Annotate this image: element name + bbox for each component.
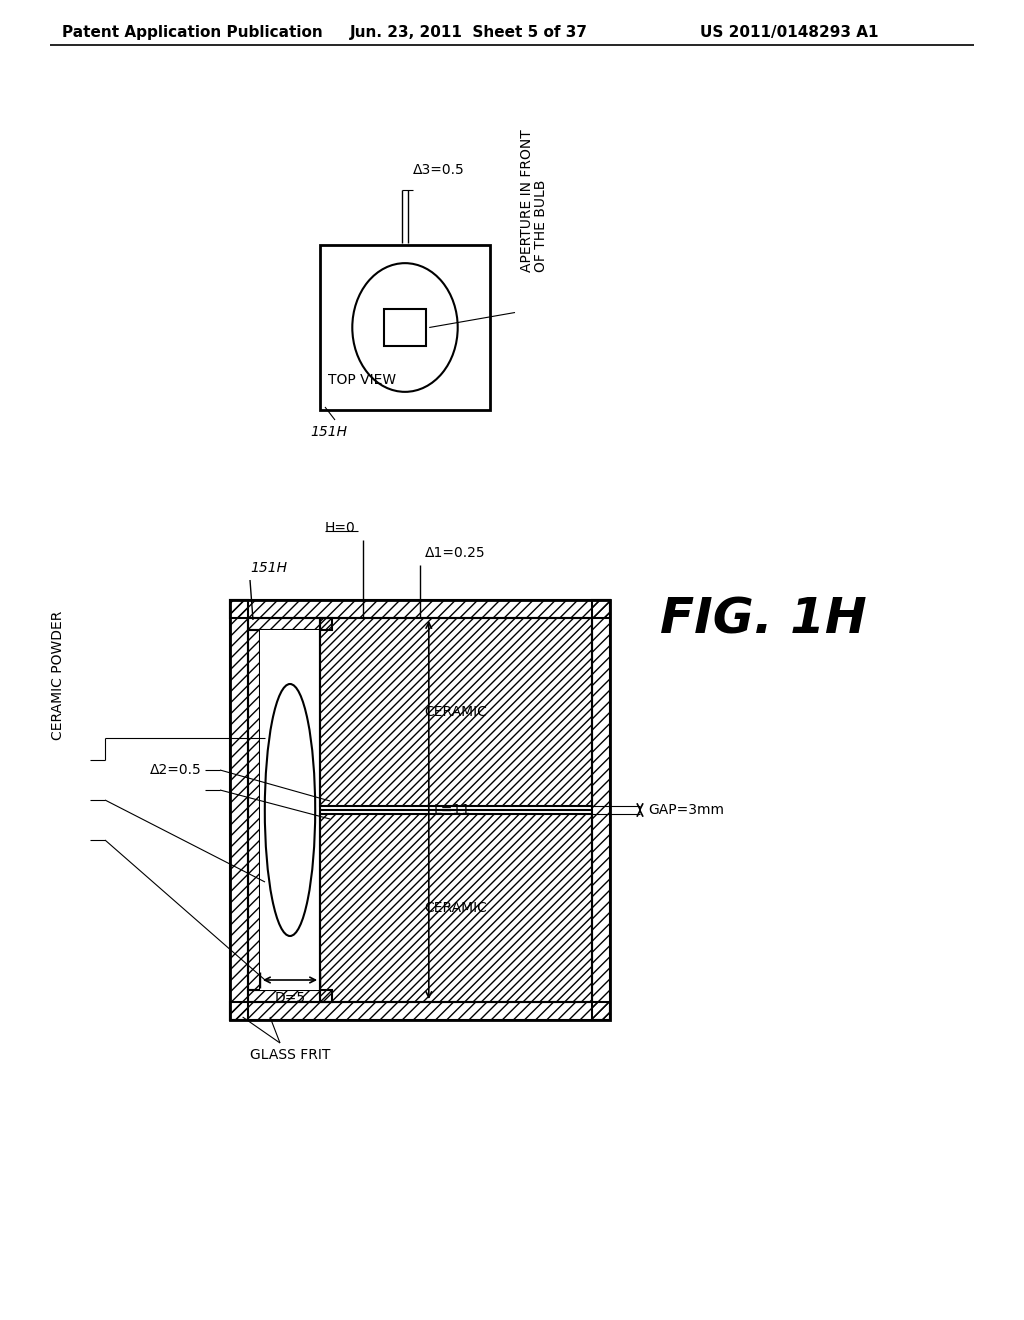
Text: 151H: 151H (310, 425, 347, 440)
Text: APERTURE IN FRONT: APERTURE IN FRONT (520, 129, 534, 272)
Bar (319, 618, 592, 807)
Bar (230, 601, 610, 618)
Text: CERAMIC: CERAMIC (425, 902, 487, 915)
Bar (319, 618, 592, 807)
Bar (230, 601, 248, 1020)
Bar (260, 630, 319, 990)
Bar (248, 618, 332, 630)
Bar (230, 1002, 610, 1020)
Text: Patent Application Publication: Patent Application Publication (62, 25, 323, 40)
Bar (230, 601, 610, 618)
Bar (592, 601, 610, 1020)
Text: OF THE BULB: OF THE BULB (534, 180, 548, 272)
Bar (248, 630, 260, 990)
Text: CERAMIC POWDER: CERAMIC POWDER (51, 611, 65, 741)
Text: CERAMIC: CERAMIC (425, 705, 487, 719)
Bar (230, 601, 610, 1020)
Bar (384, 309, 426, 346)
Text: D=5: D=5 (274, 991, 305, 1005)
Bar (319, 246, 490, 411)
Bar (319, 814, 592, 1002)
Bar (248, 990, 332, 1002)
Bar (248, 630, 260, 990)
Bar (230, 1002, 610, 1020)
Text: Δ1=0.25: Δ1=0.25 (425, 546, 485, 560)
Text: H=0: H=0 (325, 521, 355, 535)
Text: TOP VIEW: TOP VIEW (328, 374, 396, 387)
Bar (248, 990, 332, 1002)
Text: GLASS FRIT: GLASS FRIT (250, 1048, 331, 1063)
Text: Δ3=0.5: Δ3=0.5 (413, 162, 465, 177)
Ellipse shape (352, 263, 458, 392)
Text: 151H: 151H (250, 561, 287, 576)
Text: Jun. 23, 2011  Sheet 5 of 37: Jun. 23, 2011 Sheet 5 of 37 (350, 25, 588, 40)
Text: GAP=3mm: GAP=3mm (648, 803, 724, 817)
Text: Δ2=0.5: Δ2=0.5 (150, 763, 202, 777)
Text: FIG. 1H: FIG. 1H (660, 597, 866, 644)
Bar (230, 601, 248, 1020)
Text: L=11: L=11 (434, 803, 471, 817)
Bar (248, 618, 332, 630)
Bar (319, 814, 592, 1002)
Text: US 2011/0148293 A1: US 2011/0148293 A1 (700, 25, 879, 40)
Ellipse shape (265, 684, 315, 936)
Bar (592, 601, 610, 1020)
